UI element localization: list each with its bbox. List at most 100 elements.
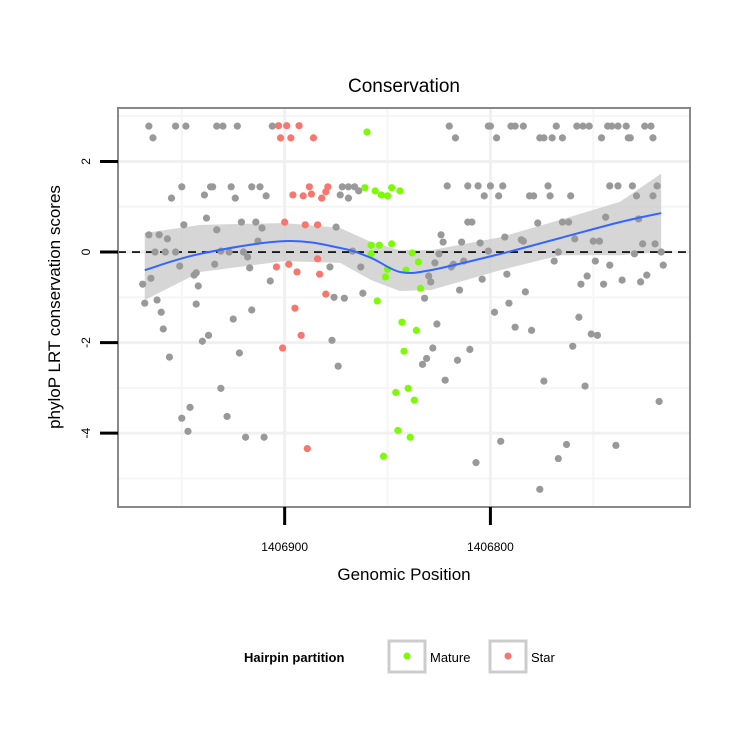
- point-mature: [367, 250, 375, 258]
- point-other: [527, 326, 536, 334]
- point-other: [165, 353, 174, 361]
- point-other: [567, 192, 575, 200]
- point-star: [289, 191, 297, 199]
- point-other: [608, 122, 616, 130]
- point-star: [316, 270, 324, 278]
- point-other: [153, 296, 161, 304]
- point-other: [211, 260, 219, 268]
- point-star: [305, 183, 313, 191]
- point-star: [276, 134, 285, 142]
- plot-panel-border: [117, 107, 691, 508]
- point-other: [641, 122, 649, 130]
- point-other: [632, 192, 641, 200]
- x-axis-title: Genomic Position: [337, 565, 470, 584]
- confidence-ribbon: [144, 173, 662, 301]
- point-other: [233, 122, 241, 130]
- point-other: [223, 412, 231, 421]
- point-mature: [408, 249, 416, 257]
- point-other: [186, 403, 194, 411]
- point-other: [213, 122, 221, 130]
- x-tick-label: 1406900: [261, 540, 308, 554]
- smooth-line: [144, 212, 662, 275]
- point-star: [297, 331, 305, 339]
- point-other: [476, 239, 484, 247]
- point-star: [301, 221, 309, 229]
- point-other: [474, 182, 482, 190]
- point-other: [192, 300, 200, 308]
- point-other: [451, 134, 460, 142]
- point-other: [554, 248, 562, 256]
- point-mature: [375, 241, 383, 249]
- point-other: [577, 280, 585, 288]
- point-other: [180, 221, 188, 229]
- legend-title: Hairpin partition: [244, 650, 344, 665]
- point-other: [178, 183, 186, 191]
- point-other: [176, 262, 184, 270]
- point-other: [229, 315, 237, 323]
- point-other: [499, 182, 507, 190]
- point-other: [486, 182, 495, 190]
- point-other: [246, 264, 254, 272]
- point-mature: [412, 326, 420, 334]
- point-other: [248, 306, 256, 314]
- point-other: [439, 238, 447, 246]
- point-other: [268, 122, 276, 130]
- point-other: [511, 323, 519, 331]
- point-other: [464, 182, 472, 190]
- point-mature: [404, 384, 412, 392]
- legend-marker-star: [504, 652, 512, 660]
- y-tick-label: -4: [79, 428, 93, 439]
- point-mature: [410, 396, 418, 404]
- point-other: [332, 223, 340, 231]
- point-star: [322, 188, 330, 196]
- point-other: [490, 308, 499, 316]
- point-other: [204, 331, 213, 339]
- point-other: [163, 235, 171, 243]
- point-other: [622, 122, 630, 130]
- point-other: [643, 271, 651, 279]
- point-other: [200, 191, 209, 199]
- point-mature: [416, 284, 425, 292]
- legend-label-star: Star: [531, 650, 556, 665]
- chart-title: Conservation: [348, 76, 460, 97]
- point-other: [472, 459, 480, 467]
- point-mature: [379, 452, 388, 460]
- point-other: [585, 122, 593, 130]
- point-other: [651, 240, 659, 248]
- point-star: [279, 344, 287, 352]
- point-other: [431, 259, 439, 267]
- point-other: [357, 263, 365, 271]
- point-other: [599, 280, 608, 288]
- point-other: [536, 485, 544, 493]
- point-star: [322, 290, 330, 298]
- legend-marker-mature: [403, 652, 411, 660]
- point-other: [239, 248, 248, 256]
- point-other: [190, 271, 198, 279]
- point-star: [309, 134, 318, 142]
- point-other: [546, 192, 554, 200]
- point-other: [653, 182, 661, 190]
- point-other: [558, 134, 567, 142]
- point-mature: [367, 241, 375, 249]
- point-mature: [373, 297, 381, 305]
- point-other: [145, 231, 153, 239]
- point-other: [649, 134, 657, 142]
- y-axis-title: phyloP LRT conservation scores: [45, 185, 64, 429]
- point-other: [429, 344, 437, 352]
- point-other: [540, 377, 548, 385]
- point-other: [427, 278, 435, 286]
- point-other: [326, 263, 334, 271]
- point-mature: [388, 184, 396, 192]
- point-other: [209, 183, 217, 191]
- point-other: [262, 192, 270, 200]
- point-other: [602, 213, 610, 221]
- point-other: [519, 122, 527, 130]
- point-other: [618, 276, 626, 284]
- point-mature: [371, 187, 379, 195]
- legend: Hairpin partition Mature Star: [244, 639, 556, 674]
- point-other: [453, 356, 462, 364]
- point-other: [330, 293, 338, 301]
- point-mature: [394, 426, 402, 435]
- point-other: [235, 349, 243, 357]
- point-other: [614, 122, 622, 130]
